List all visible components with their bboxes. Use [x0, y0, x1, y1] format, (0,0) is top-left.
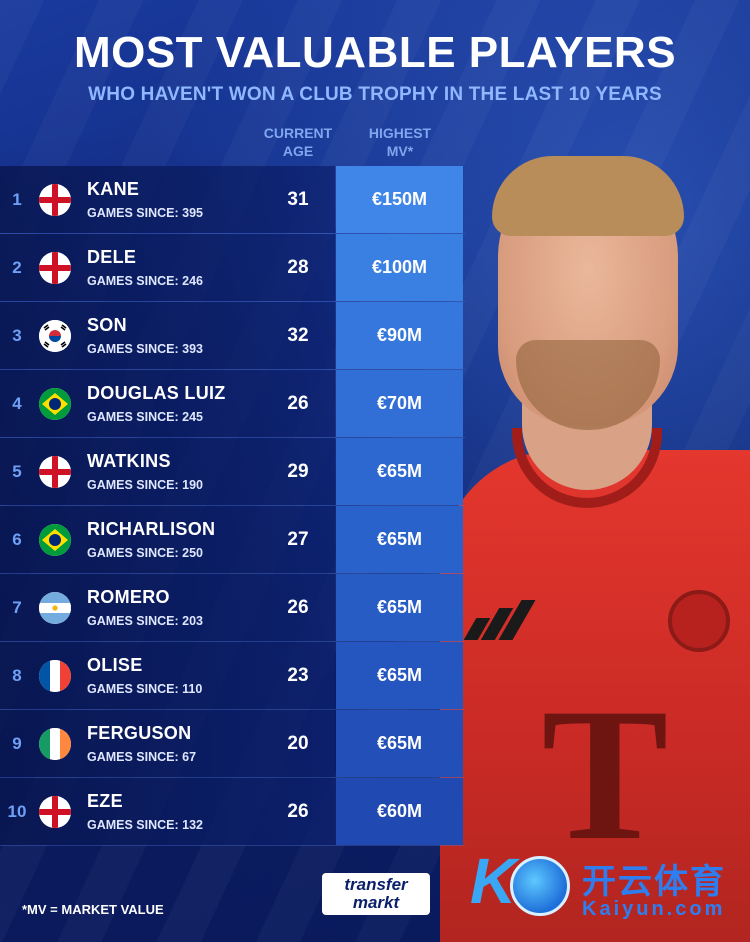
market-value: €65M — [336, 574, 463, 641]
player-name: DOUGLAS LUIZ — [87, 383, 226, 403]
market-value: €65M — [336, 438, 463, 505]
rank: 10 — [7, 802, 27, 821]
watermark-en: Kaiyun.com — [582, 898, 726, 920]
games-since: GAMES SINCE: 67 — [87, 750, 197, 764]
watermark-k-icon: K — [470, 845, 517, 917]
player-age: 20 — [287, 733, 309, 754]
player-age: 27 — [287, 529, 309, 550]
brazil-flag-icon — [39, 524, 71, 556]
player-age: 26 — [287, 597, 309, 618]
games-since: GAMES SINCE: 245 — [87, 410, 204, 424]
rank: 2 — [12, 258, 22, 277]
games-since: GAMES SINCE: 203 — [87, 614, 204, 628]
player-age: 32 — [287, 325, 309, 346]
column-header-age-line2: AGE — [282, 143, 314, 159]
page-title: MOST VALUABLE PLAYERS — [73, 28, 677, 77]
player-name: DELE — [87, 247, 137, 267]
player-name: RICHARLISON — [87, 519, 216, 539]
column-header-mv-line1: HIGHEST — [368, 125, 432, 141]
games-since: GAMES SINCE: 395 — [87, 206, 204, 220]
market-value: €60M — [336, 778, 463, 845]
rank: 5 — [12, 462, 22, 481]
market-value: €100M — [336, 234, 463, 301]
market-value: €150M — [336, 166, 463, 233]
watermark: K 开云体育 Kaiyun.com — [470, 846, 740, 926]
rank: 1 — [12, 190, 22, 209]
games-since: GAMES SINCE: 110 — [87, 682, 203, 696]
games-since: GAMES SINCE: 250 — [87, 546, 204, 560]
player-age: 26 — [287, 801, 309, 822]
south-korea-flag-icon — [39, 320, 71, 352]
players-table: 1 KANE GAMES SINCE: 395 31 €150M 2 DELE GAMES S… — [0, 166, 465, 846]
player-hair — [492, 156, 684, 236]
watermark-cn: 开云体育 — [582, 862, 726, 902]
player-photo: T — [420, 150, 750, 942]
france-flag-icon — [39, 660, 71, 692]
england-flag-icon — [39, 184, 71, 216]
rank: 7 — [12, 598, 22, 617]
market-value: €65M — [336, 710, 463, 777]
games-since: GAMES SINCE: 190 — [87, 478, 204, 492]
watermark-ball-icon — [510, 856, 570, 916]
table-row: 9 FERGUSON GAMES SINCE: 67 20 €65M — [0, 710, 465, 778]
transfermarkt-logo: transfer markt — [322, 873, 430, 915]
games-since: GAMES SINCE: 132 — [87, 818, 204, 832]
rank: 8 — [12, 666, 22, 685]
rank: 3 — [12, 326, 22, 345]
table-row: 8 OLISE GAMES SINCE: 110 23 €65M — [0, 642, 465, 710]
games-since: GAMES SINCE: 246 — [87, 274, 204, 288]
footnote: *MV = MARKET VALUE — [22, 902, 164, 917]
player-age: 23 — [287, 665, 309, 686]
player-age: 26 — [287, 393, 309, 414]
player-name: WATKINS — [87, 451, 171, 471]
player-name: SON — [87, 315, 127, 335]
england-flag-icon — [39, 796, 71, 828]
argentina-flag-icon — [39, 592, 71, 624]
table-row: 10 EZE GAMES SINCE: 132 26 €60M — [0, 778, 465, 846]
england-flag-icon — [39, 456, 71, 488]
column-header-mv: HIGHEST MV* — [350, 124, 450, 160]
player-name: EZE — [87, 791, 123, 811]
market-value: €70M — [336, 370, 463, 437]
logo-line2: markt — [352, 893, 400, 912]
market-value: €65M — [336, 506, 463, 573]
england-flag-icon — [39, 252, 71, 284]
player-name: OLISE — [87, 655, 143, 675]
player-name: FERGUSON — [87, 723, 192, 743]
player-shirt — [440, 450, 750, 942]
column-header-mv-line2: MV* — [386, 143, 414, 159]
sponsor-t-logo: T — [541, 670, 669, 880]
brazil-flag-icon — [39, 388, 71, 420]
player-age: 28 — [287, 257, 309, 278]
player-age: 29 — [287, 461, 309, 482]
ireland-flag-icon — [39, 728, 71, 760]
sponsor-stripes-icon — [463, 600, 536, 640]
logo-line1: transfer — [344, 875, 408, 894]
rank: 9 — [12, 734, 22, 753]
market-value: €65M — [336, 642, 463, 709]
club-crest-icon — [668, 590, 730, 652]
rank: 6 — [12, 530, 22, 549]
page-subtitle: WHO HAVEN'T WON A CLUB TROPHY IN THE LAS… — [88, 84, 662, 105]
table-row: 3 SON GAMES SINCE: 393 32 €90M — [0, 302, 465, 370]
table-row: 1 KANE GAMES SINCE: 395 31 €150M — [0, 166, 465, 234]
player-name: ROMERO — [87, 587, 170, 607]
games-since: GAMES SINCE: 393 — [87, 342, 204, 356]
player-age: 31 — [287, 189, 309, 210]
rank: 4 — [12, 394, 22, 413]
player-name: KANE — [87, 179, 140, 199]
column-header-age-line1: CURRENT — [263, 125, 333, 141]
table-row: 4 DOUGLAS LUIZ GAMES SINCE: 245 26 €70M — [0, 370, 465, 438]
market-value: €90M — [336, 302, 463, 369]
column-header-age: CURRENT AGE — [256, 124, 340, 160]
table-row: 5 WATKINS GAMES SINCE: 190 29 €65M — [0, 438, 465, 506]
table-row: 2 DELE GAMES SINCE: 246 28 €100M — [0, 234, 465, 302]
table-row: 7 ROMERO GAMES SINCE: 203 26 €65M — [0, 574, 465, 642]
table-row: 6 RICHARLISON GAMES SINCE: 250 27 €65M — [0, 506, 465, 574]
